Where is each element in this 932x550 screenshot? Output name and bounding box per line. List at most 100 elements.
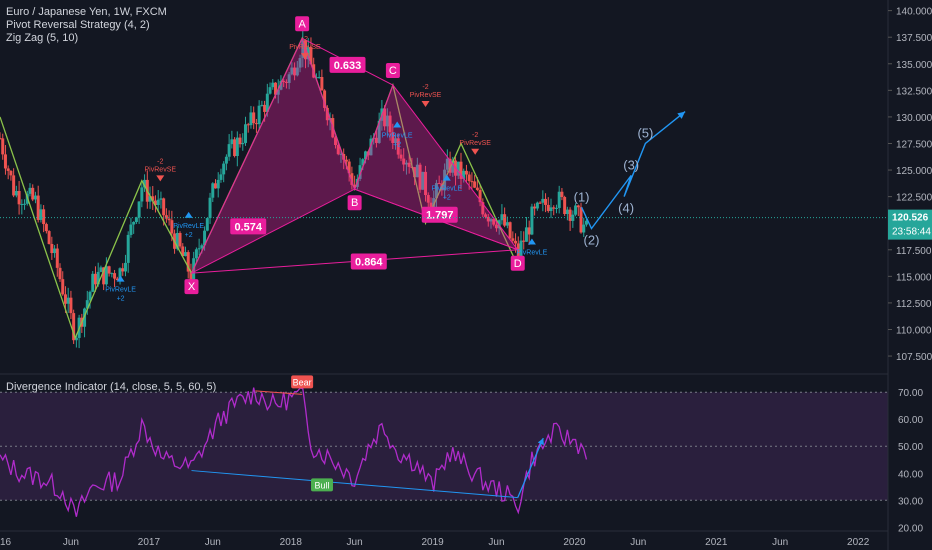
candle-body — [475, 187, 479, 191]
candle-body — [140, 187, 144, 202]
candle-body — [554, 207, 558, 209]
candle-body — [36, 195, 40, 220]
candle-body — [213, 183, 217, 189]
candle-body — [279, 80, 283, 90]
current-price-tag — [888, 209, 932, 240]
price-tick-label: 117.500 — [896, 246, 932, 257]
pivot-label: PivRevLE — [173, 223, 204, 230]
candle-body — [263, 104, 267, 112]
candle-body — [574, 205, 578, 215]
time-tick-label: Jun — [772, 537, 788, 548]
candle-body — [514, 240, 518, 244]
pattern-point-badge — [510, 255, 525, 271]
candle-body — [91, 273, 95, 292]
time-tick-label: 2016 — [0, 537, 12, 548]
pivot-arrow-up-icon — [184, 211, 193, 218]
study-pivot-reversal[interactable]: Pivot Reversal Strategy (4, 2) — [6, 19, 150, 31]
candle-body — [478, 190, 482, 203]
divergence-line — [255, 390, 303, 395]
time-tick-label: 2021 — [705, 537, 728, 548]
candle-body — [298, 57, 302, 68]
candle-body — [44, 224, 48, 232]
candle-body — [183, 252, 187, 257]
candle-body — [175, 232, 179, 249]
candle-body — [118, 268, 122, 281]
candle-body — [96, 271, 100, 285]
candle-body — [301, 40, 305, 58]
candle-body — [290, 67, 294, 75]
oscillator-tick-label: 50.00 — [898, 442, 923, 453]
time-tick-label: Jun — [630, 537, 646, 548]
candle-body — [385, 115, 389, 127]
price-tick-label: 125.000 — [896, 166, 932, 177]
candle-body — [383, 108, 387, 127]
wave-projection: (1) (2) (3) (4) (5) — [574, 111, 686, 248]
candle-body — [557, 191, 561, 208]
pivot-arrow-down-icon — [300, 53, 309, 60]
candle-body — [28, 187, 32, 194]
grid — [0, 0, 889, 550]
candle-body — [63, 294, 67, 304]
oscillator-arrow-head-icon — [537, 438, 544, 446]
pivot-reversal-labels: PivRevLE+2PivRevLE+2-2PivRevSE-2PivRevSE… — [105, 36, 547, 303]
candle-body — [265, 93, 269, 112]
candle-body — [107, 266, 111, 274]
pattern-point-label: A — [298, 18, 306, 30]
candle-body — [115, 278, 119, 281]
candle-body — [582, 224, 586, 233]
candle-body — [287, 74, 291, 83]
candle-body — [418, 164, 422, 190]
candle-body — [533, 206, 537, 209]
candle-body — [197, 248, 201, 250]
candle-body — [235, 137, 239, 157]
pivot-size: +2 — [393, 142, 401, 149]
candle-body — [344, 159, 348, 162]
candle-body — [134, 217, 138, 222]
divergence-badge — [310, 478, 333, 492]
candle-body — [47, 231, 51, 244]
candle-body — [159, 198, 163, 200]
price-tick-label: 132.500 — [896, 86, 932, 97]
candle-body — [388, 115, 392, 133]
candle-body — [552, 207, 556, 209]
candle-body — [227, 144, 231, 157]
oscillator-band — [0, 392, 888, 501]
pattern-point-badge — [295, 16, 310, 32]
pivot-label: PivRevSE — [459, 140, 491, 147]
candle-body — [88, 291, 92, 301]
main-legend: Euro / Japanese Yen, 1W, FXCM Pivot Reve… — [6, 6, 167, 45]
candle-body — [481, 202, 485, 215]
candle-body — [14, 190, 18, 196]
candle-body — [33, 195, 37, 200]
candle-body — [110, 273, 114, 275]
candle-body — [257, 105, 261, 125]
candle-body — [42, 209, 46, 225]
pivot-size: -2 — [157, 158, 163, 165]
candle-body — [137, 201, 141, 218]
pattern-ratio-badge — [350, 253, 387, 270]
candle-body — [167, 218, 171, 221]
pivot-arrow-up-icon — [393, 121, 402, 128]
candle-body — [489, 219, 493, 222]
price-tick-label: 130.000 — [896, 113, 932, 124]
current-price-value: 120.526 — [892, 213, 929, 224]
study-divergence[interactable]: Divergence Indicator (14, close, 5, 5, 6… — [6, 381, 217, 393]
wave-label: (3) — [623, 157, 639, 172]
candle-body — [464, 170, 468, 175]
symbol-title[interactable]: Euro / Japanese Yen, 1W, FXCM — [6, 6, 167, 18]
pivot-label: PivRevSE — [410, 92, 442, 99]
candle-body — [200, 245, 204, 249]
candle-body — [72, 313, 76, 341]
candle-body — [415, 164, 419, 178]
candle-body — [334, 137, 338, 146]
candle-body — [0, 138, 2, 140]
candle-body — [164, 215, 168, 219]
pivot-size: -2 — [422, 84, 428, 91]
study-zigzag[interactable]: Zig Zag (5, 10) — [6, 32, 79, 44]
pivot-arrow-up-icon — [442, 174, 451, 181]
candle-body — [121, 268, 125, 272]
candle-body — [508, 222, 512, 239]
candle-body — [361, 159, 365, 166]
candle-body — [126, 234, 130, 263]
